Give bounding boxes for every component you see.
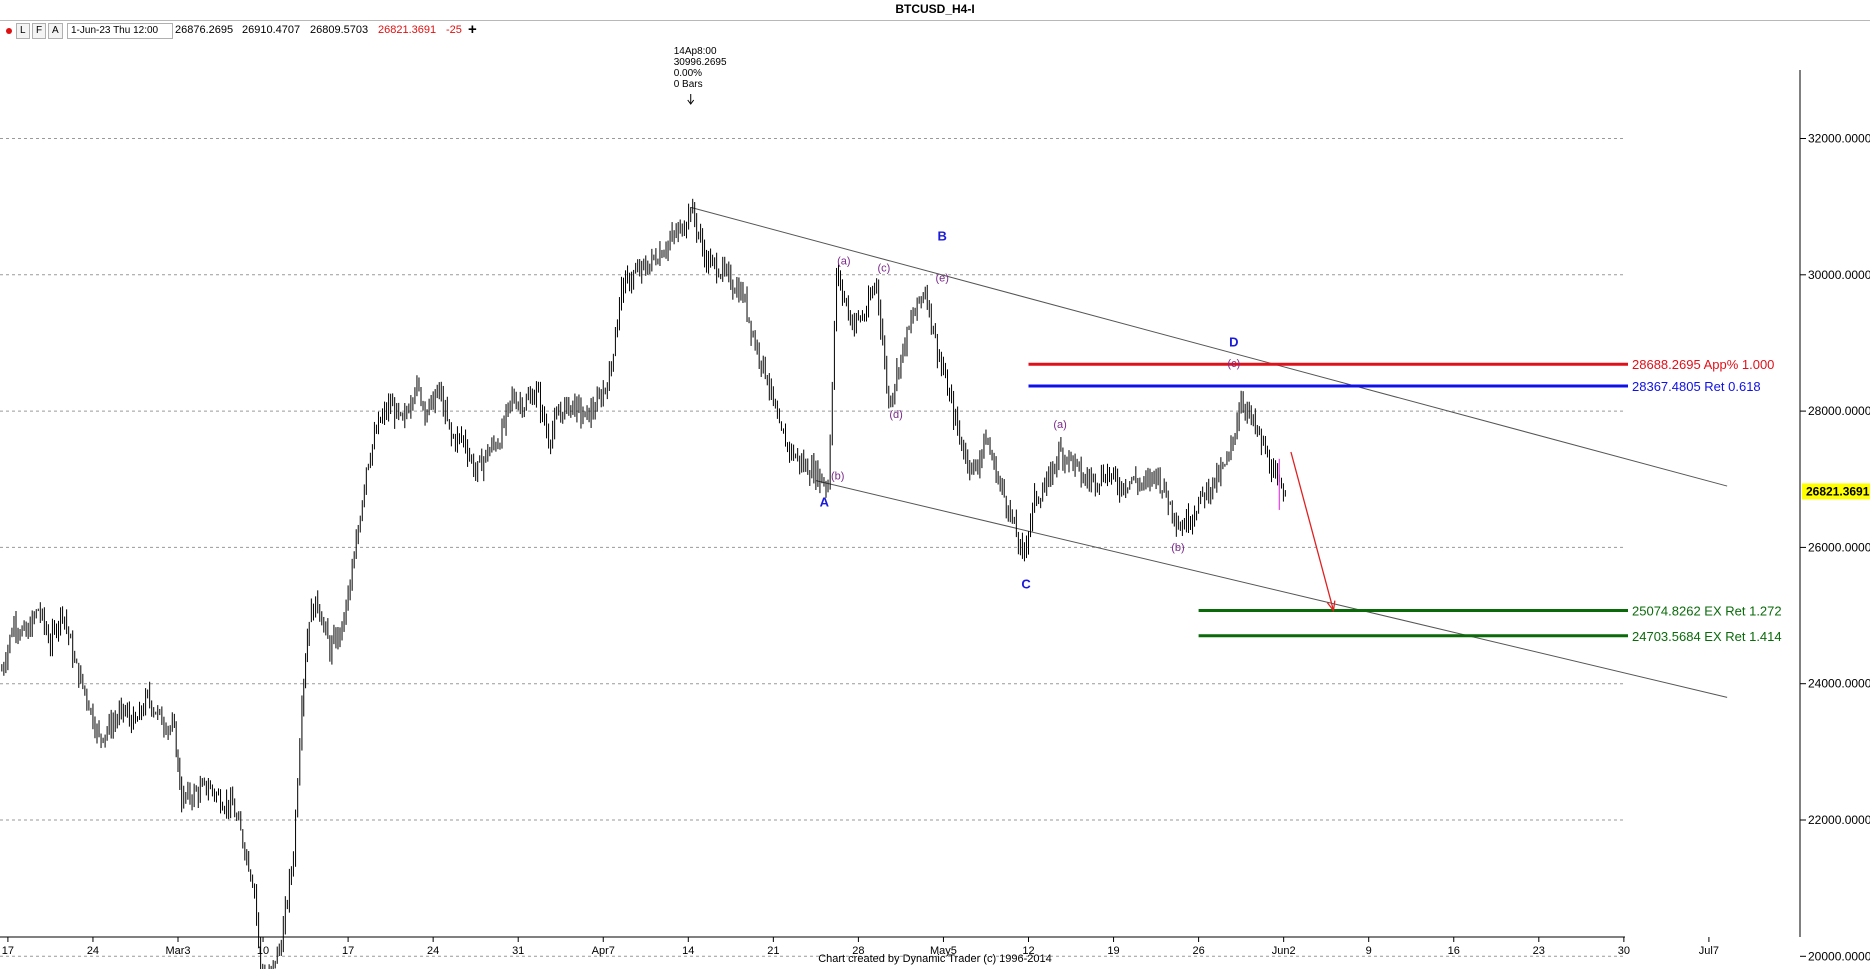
l-button[interactable]: L [16, 23, 30, 39]
x-tick-label: Apr7 [592, 945, 615, 957]
x-tick-label: Jun2 [1272, 945, 1296, 957]
y-tick-label: 20000.0000 [1808, 949, 1870, 963]
annotation-arrowhead [687, 99, 695, 105]
wave-label: (d) [889, 409, 902, 421]
current-price-box [1802, 483, 1870, 500]
x-axis: 17 24 Mar3 10 17 24 31 Apr7 14 21 28 May5 12 19 26 Jun2… [0, 936, 1719, 957]
close-value: 26821.3691 [378, 24, 437, 36]
annotation-line: 0 Bars [674, 79, 703, 90]
level-lines: 28688.2695 App% 1.000 28367.4805 Ret 0.61… [1028, 357, 1782, 644]
x-tick-label: 19 [1107, 945, 1119, 957]
high-value: 26910.4707 [242, 24, 301, 36]
level-label: 25074.8262 EX Ret 1.272 [1632, 603, 1782, 618]
y-tick-label: 28000.0000 [1808, 404, 1870, 418]
y-axis: 32000.0000 30000.0000 28000.0000 26000.0000… [1799, 70, 1870, 963]
x-tick-label: 14 [682, 945, 694, 957]
change-value: -25 [446, 24, 462, 36]
level-label: 28688.2695 App% 1.000 [1632, 357, 1774, 372]
x-tick-label: 30 [1618, 945, 1630, 957]
y-tick-label: 26000.0000 [1808, 540, 1870, 554]
projection-arrow [1290, 451, 1336, 613]
x-tick-label: 23 [1533, 945, 1545, 957]
x-tick-label: 17 [342, 945, 354, 957]
y-tick-label: 30000.0000 [1808, 268, 1870, 282]
y-tick-label: 22000.0000 [1808, 813, 1870, 827]
channel-line [815, 480, 1728, 698]
level-label: 28367.4805 Ret 0.618 [1632, 379, 1761, 394]
wave-label: (a) [1053, 419, 1066, 431]
chart-footer: Chart created by Dynamic Trader (c) 1996… [818, 953, 1052, 965]
a-button[interactable]: A [48, 23, 63, 39]
annotation-line: 30996.2695 [674, 57, 727, 68]
y-tick-label: 32000.0000 [1808, 132, 1870, 146]
x-tick-label: 10 [257, 945, 269, 957]
x-tick-label: May5 [930, 945, 957, 957]
y-tick-label: 24000.0000 [1808, 677, 1870, 691]
x-tick-label: 9 [1366, 945, 1372, 957]
plus-icon[interactable]: + [468, 21, 477, 38]
level-label: 24703.5684 EX Ret 1.414 [1632, 629, 1782, 644]
wave-label: (c) [878, 262, 891, 274]
x-tick-label: Jul7 [1699, 945, 1719, 957]
low-value: 26809.5703 [310, 24, 369, 36]
channel-line [690, 206, 1728, 487]
current-price-label: 26821.3691 [1806, 484, 1870, 498]
red-dot-icon[interactable] [6, 28, 12, 34]
x-tick-label: 24 [427, 945, 439, 957]
channel-lines [690, 206, 1728, 698]
x-tick-label: 26 [1192, 945, 1204, 957]
date-field: 1-Jun-23 Thu 12:00 [67, 23, 173, 39]
wave-label: A [820, 495, 830, 510]
x-tick-label: Mar3 [165, 945, 190, 957]
annotation-line: 0.00% [674, 68, 702, 79]
wave-label: C [1021, 576, 1031, 591]
wave-label: (a) [837, 256, 850, 268]
wave-label: (c) [1227, 358, 1240, 370]
x-tick-label: 24 [87, 945, 99, 957]
wave-label: (b) [1171, 542, 1184, 554]
grid-lines [0, 138, 1625, 957]
x-tick-label: 12 [1022, 945, 1034, 957]
x-tick-label: 16 [1448, 945, 1460, 957]
info-bar: L F A 1-Jun-23 Thu 12:00 26876.2695 2691… [0, 21, 1870, 41]
chart-title-bar: BTCUSD_H4-I [0, 0, 1870, 21]
current-price-marker: 26821.3691 [1278, 458, 1870, 510]
x-tick-label: 21 [767, 945, 779, 957]
wave-labels: A B C D (b) (a) (c) (d) (e) (a) (b) (c) [820, 229, 1241, 592]
wave-label: (e) [936, 273, 949, 285]
chart-title: BTCUSD_H4-I [895, 2, 975, 16]
projection-arrow-line [1290, 451, 1335, 611]
price-bars [1, 198, 1286, 969]
wave-label: D [1229, 334, 1238, 349]
wave-label: (b) [831, 470, 844, 482]
f-button[interactable]: F [32, 23, 47, 39]
wave-label: B [938, 229, 947, 244]
open-value: 26876.2695 [175, 24, 234, 36]
x-tick-label: 28 [852, 945, 864, 957]
projection-arrowhead [1326, 600, 1336, 613]
x-tick-label: 17 [2, 945, 14, 957]
annotation-line: 14Ap8:00 [674, 46, 717, 57]
x-tick-label: 31 [512, 945, 524, 957]
